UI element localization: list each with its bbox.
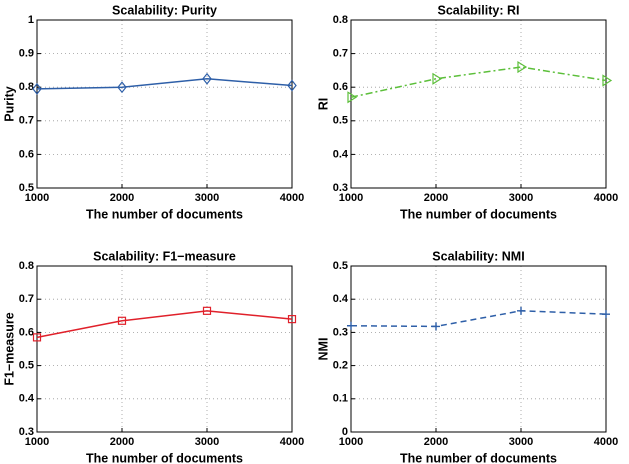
line bbox=[350, 66, 607, 99]
marker bbox=[202, 72, 212, 85]
title: Scalability: NMI bbox=[432, 249, 524, 263]
line bbox=[36, 310, 293, 339]
axis-label: F1−measure bbox=[2, 312, 16, 385]
marker bbox=[432, 72, 443, 85]
y-tick-label: 0.7 bbox=[19, 115, 34, 127]
y-tick-label: 0 bbox=[342, 426, 348, 438]
y-tick-label: 0.3 bbox=[333, 182, 348, 194]
y-tick-label: 0.3 bbox=[333, 326, 348, 338]
axis-label: RI bbox=[316, 98, 330, 111]
x-tick-label: 4000 bbox=[594, 436, 618, 448]
axes-box bbox=[36, 265, 293, 433]
marker bbox=[517, 306, 525, 315]
plot-area bbox=[351, 20, 606, 188]
line bbox=[350, 310, 607, 328]
marker bbox=[347, 91, 358, 104]
x-tick-label: 4000 bbox=[594, 192, 618, 204]
marker bbox=[32, 333, 42, 342]
axis-label: Purity bbox=[2, 86, 16, 121]
marker bbox=[287, 79, 297, 92]
x-tick-label: 3000 bbox=[195, 436, 219, 448]
y-tick-label: 0.5 bbox=[19, 360, 34, 372]
axes-box bbox=[36, 19, 293, 189]
axis-label: The number of documents bbox=[86, 207, 243, 221]
subplot: 0.3 0.4 0.5 0.6 0.7 0.8 1000 2000 3000 4000 Scalab… bbox=[316, 3, 618, 221]
y-tick-label: 0.1 bbox=[333, 393, 348, 405]
y-tick-label: 0.6 bbox=[19, 148, 34, 160]
axes-box bbox=[350, 19, 607, 189]
x-tick-label: 2000 bbox=[110, 192, 134, 204]
y-tick-label: 0.6 bbox=[333, 81, 348, 93]
subplot: 0.5 0.6 0.7 0.8 0.9 1 1000 2000 3000 4000 Scalabil… bbox=[2, 3, 304, 221]
x-tick-label: 2000 bbox=[424, 192, 448, 204]
line bbox=[36, 78, 293, 90]
x-tick-label: 1000 bbox=[339, 192, 363, 204]
marker bbox=[432, 322, 440, 331]
title: Scalability: Purity bbox=[112, 3, 217, 17]
axis-label: The number of documents bbox=[400, 451, 557, 464]
axes-box bbox=[350, 265, 607, 433]
marker bbox=[117, 316, 127, 325]
y-tick-label: 0.5 bbox=[333, 260, 348, 272]
marker bbox=[517, 60, 528, 74]
axis-label: NMI bbox=[316, 338, 330, 361]
subplot: 0 0.1 0.2 0.3 0.4 0.5 1000 2000 3000 4000 Scalabil… bbox=[316, 249, 618, 464]
y-tick-label: 0.5 bbox=[19, 182, 34, 194]
x-tick-label: 1000 bbox=[25, 436, 49, 448]
y-tick-label: 0.8 bbox=[19, 260, 34, 272]
y-tick-label: 0.4 bbox=[333, 148, 349, 160]
plot-area bbox=[37, 266, 292, 432]
x-tick-label: 4000 bbox=[280, 436, 304, 448]
y-tick-label: 0.6 bbox=[19, 326, 34, 338]
marker bbox=[602, 74, 613, 87]
y-tick-label: 0.7 bbox=[333, 48, 348, 60]
x-tick-label: 4000 bbox=[280, 192, 304, 204]
y-tick-label: 0.2 bbox=[333, 360, 348, 372]
y-tick-label: 0.9 bbox=[19, 48, 34, 60]
x-tick-label: 1000 bbox=[339, 436, 363, 448]
marker bbox=[602, 310, 610, 319]
x-tick-label: 3000 bbox=[509, 436, 533, 448]
y-tick-label: 0.8 bbox=[19, 81, 34, 93]
marker bbox=[287, 315, 297, 324]
y-tick-label: 0.8 bbox=[333, 14, 348, 26]
marker bbox=[32, 82, 42, 95]
y-tick-label: 0.3 bbox=[19, 426, 34, 438]
marker bbox=[347, 321, 355, 330]
marker bbox=[202, 306, 212, 315]
plot-area bbox=[37, 20, 292, 188]
y-tick-label: 1 bbox=[28, 14, 34, 26]
y-tick-label: 0.4 bbox=[19, 393, 35, 405]
axis-label: The number of documents bbox=[86, 451, 243, 464]
subplot: 0.3 0.4 0.5 0.6 0.7 0.8 1000 2000 3000 4000 Scalab… bbox=[2, 249, 304, 464]
y-tick-label: 0.5 bbox=[333, 115, 348, 127]
y-tick-label: 0.7 bbox=[19, 293, 34, 305]
plot-area bbox=[351, 266, 606, 432]
marker bbox=[117, 81, 127, 94]
x-tick-label: 1000 bbox=[25, 192, 49, 204]
title: Scalability: RI bbox=[438, 3, 520, 17]
title: Scalability: F1−measure bbox=[93, 249, 236, 263]
x-tick-label: 2000 bbox=[110, 436, 134, 448]
x-tick-label: 2000 bbox=[424, 436, 448, 448]
x-tick-label: 3000 bbox=[195, 192, 219, 204]
axis-label: The number of documents bbox=[400, 207, 557, 221]
y-tick-label: 0.4 bbox=[333, 293, 349, 305]
x-tick-label: 3000 bbox=[509, 192, 533, 204]
